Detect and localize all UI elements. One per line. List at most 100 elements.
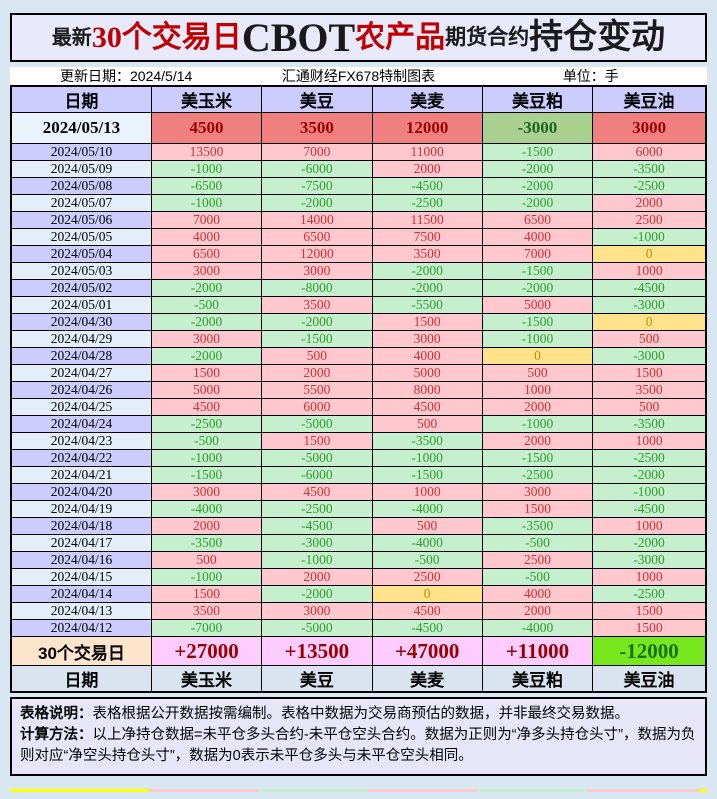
value-cell: 5000 bbox=[371, 364, 483, 382]
data-row: 2024/04/25 4500 6000 4500 2000 500 bbox=[10, 398, 707, 416]
value-cell: -2500 bbox=[261, 500, 373, 518]
note-line-1: 表格说明：表格根据公开数据按需编制。表格中数据为交易商预估的数据，并非最终交易数… bbox=[20, 704, 697, 725]
date-cell: 2024/04/18 bbox=[10, 517, 152, 535]
value-cell: 3500 bbox=[150, 602, 263, 620]
value-cell: 5000 bbox=[150, 381, 263, 399]
value-cell: 14000 bbox=[261, 211, 373, 229]
subtitle-bar: 更新日期：2024/5/14 汇通财经FX678特制图表 单位：手 bbox=[10, 67, 707, 85]
value-cell: -3500 bbox=[592, 415, 707, 433]
data-row: 2024/04/17 -3500 -3000 -4000 -500 -2000 bbox=[10, 534, 707, 552]
date-cell: 2024/05/09 bbox=[10, 160, 152, 178]
summary-value-cell: +11000 bbox=[481, 636, 594, 666]
value-cell: 12000 bbox=[261, 245, 373, 263]
value-cell: 3000 bbox=[261, 262, 373, 280]
data-row: 2024/05/09 -1000 -6000 2000 -2000 -3500 bbox=[10, 160, 707, 178]
date-cell: 2024/04/15 bbox=[10, 568, 152, 586]
value-cell: 2000 bbox=[261, 364, 373, 382]
value-cell: -4500 bbox=[371, 177, 483, 195]
value-cell: 4500 bbox=[371, 602, 483, 620]
data-row: 2024/04/29 3000 -1500 3000 -1000 500 bbox=[10, 330, 707, 348]
value-cell: -500 bbox=[150, 432, 263, 450]
value-cell: -2000 bbox=[150, 279, 263, 297]
notes-box: 表格说明：表格根据公开数据按需编制。表格中数据为交易商预估的数据，并非最终交易数… bbox=[10, 697, 707, 777]
table-header-row: 日期 美玉米 美豆 美麦 美豆粕 美豆油 bbox=[10, 85, 707, 113]
value-cell: 2000 bbox=[261, 568, 373, 586]
data-row: 2024/04/30 -2000 -2000 1500 -1500 0 bbox=[10, 313, 707, 331]
value-cell: 7000 bbox=[481, 245, 594, 263]
value-cell: 6000 bbox=[592, 143, 707, 161]
value-cell: -2000 bbox=[592, 466, 707, 484]
value-cell: -5500 bbox=[371, 296, 483, 314]
date-cell: 2024/04/26 bbox=[10, 381, 152, 399]
date-cell: 2024/04/17 bbox=[10, 534, 152, 552]
data-row: 2024/05/06 7000 14000 11500 6500 2500 bbox=[10, 211, 707, 229]
value-cell: -1000 bbox=[592, 228, 707, 246]
value-cell: -7000 bbox=[150, 619, 263, 637]
column-header: 美麦 bbox=[371, 85, 483, 113]
value-cell: -1000 bbox=[150, 160, 263, 178]
value-cell: -4000 bbox=[371, 534, 483, 552]
value-cell: -500 bbox=[371, 551, 483, 569]
title-part-cbot: CBOT bbox=[241, 14, 356, 60]
data-row: 2024/05/07 -1000 -2000 -2500 -2000 2000 bbox=[10, 194, 707, 212]
value-cell: 0 bbox=[592, 313, 707, 331]
value-cell: 4000 bbox=[481, 585, 594, 603]
date-cell: 2024/05/02 bbox=[10, 279, 152, 297]
column-header: 美玉米 bbox=[150, 85, 263, 113]
value-cell: -2000 bbox=[150, 313, 263, 331]
value-cell: 6000 bbox=[261, 398, 373, 416]
value-cell: -1000 bbox=[592, 483, 707, 501]
date-cell: 2024/05/05 bbox=[10, 228, 152, 246]
data-row: 2024/05/03 3000 3000 -2000 -1500 1000 bbox=[10, 262, 707, 280]
summary-label-cell: 30个交易日 bbox=[10, 636, 152, 666]
value-cell: 6500 bbox=[150, 245, 263, 263]
value-cell: 3500 bbox=[371, 245, 483, 263]
value-cell: 3500 bbox=[261, 112, 373, 144]
value-cell: -3500 bbox=[150, 534, 263, 552]
value-cell: 1000 bbox=[592, 262, 707, 280]
value-cell: 2500 bbox=[371, 568, 483, 586]
value-cell: 0 bbox=[481, 347, 594, 365]
value-cell: -3000 bbox=[592, 296, 707, 314]
data-row: 2024/04/12 -7000 -5000 -4500 -4000 1500 bbox=[10, 619, 707, 637]
value-cell: 3000 bbox=[371, 330, 483, 348]
summary-value-cell: +47000 bbox=[371, 636, 483, 666]
value-cell: -1000 bbox=[481, 415, 594, 433]
value-cell: 500 bbox=[150, 551, 263, 569]
data-row: 2024/04/21 -1500 -6000 -1500 -2500 -2000 bbox=[10, 466, 707, 484]
value-cell: -2500 bbox=[592, 449, 707, 467]
data-row: 2024/04/22 -1000 -5000 -1000 -1500 -2500 bbox=[10, 449, 707, 467]
value-cell: 3000 bbox=[150, 330, 263, 348]
value-cell: -2000 bbox=[261, 194, 373, 212]
title-part-futures: 期货合约 bbox=[445, 25, 530, 49]
footer-date-header: 日期 bbox=[10, 665, 152, 693]
value-cell: -2000 bbox=[150, 347, 263, 365]
value-cell: -2500 bbox=[371, 194, 483, 212]
data-row: 2024/04/13 3500 3000 4500 2000 1500 bbox=[10, 602, 707, 620]
footer-column-header: 美豆粕 bbox=[481, 665, 594, 693]
value-cell: -5000 bbox=[261, 415, 373, 433]
data-row: 2024/04/15 -1000 2000 2500 -500 1000 bbox=[10, 568, 707, 586]
value-cell: 500 bbox=[481, 364, 594, 382]
note-2-text: 以上净持仓数据=未平仓多头合约-未平仓空头合约。数据为正则为“净多头持仓头寸”，… bbox=[20, 727, 696, 765]
value-cell: -2000 bbox=[481, 177, 594, 195]
value-cell: -6000 bbox=[261, 160, 373, 178]
value-cell: 7000 bbox=[261, 143, 373, 161]
date-cell: 2024/05/04 bbox=[10, 245, 152, 263]
data-row: 2024/04/24 -2500 -5000 500 -1000 -3500 bbox=[10, 415, 707, 433]
value-cell: 2000 bbox=[371, 160, 483, 178]
value-cell: 500 bbox=[592, 398, 707, 416]
value-cell: -4500 bbox=[371, 619, 483, 637]
strip-segment bbox=[258, 789, 368, 793]
strip-segment bbox=[477, 789, 587, 793]
title-part-positions: 持仓变动 bbox=[529, 18, 666, 56]
value-cell: -3000 bbox=[261, 534, 373, 552]
date-cell: 2024/04/12 bbox=[10, 619, 152, 637]
value-cell: -5000 bbox=[261, 449, 373, 467]
title-part-30days: 30个交易日 bbox=[91, 20, 242, 54]
date-cell: 2024/04/22 bbox=[10, 449, 152, 467]
value-cell: 2000 bbox=[481, 432, 594, 450]
value-cell: -3000 bbox=[592, 551, 707, 569]
value-cell: 11500 bbox=[371, 211, 483, 229]
